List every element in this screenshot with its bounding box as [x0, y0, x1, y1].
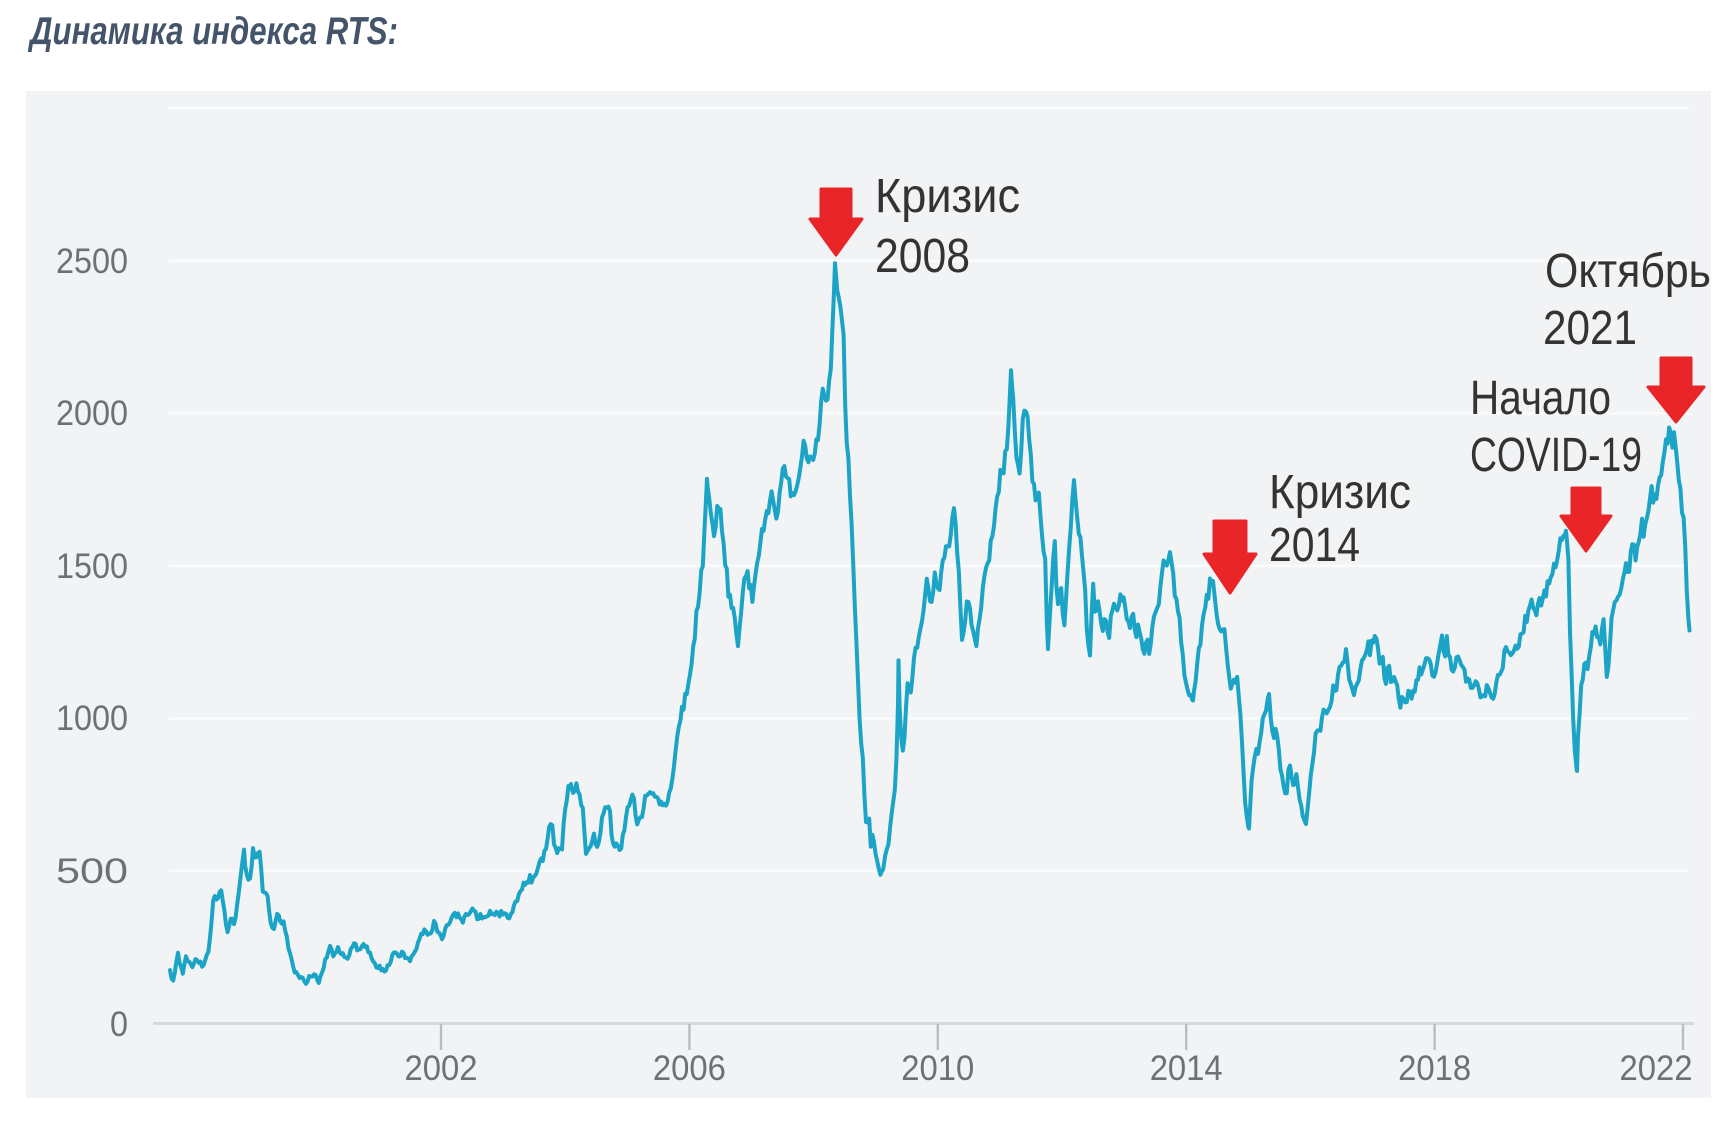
- svg-text:COVID-19: COVID-19: [1470, 429, 1642, 482]
- svg-text:2014: 2014: [1269, 519, 1360, 572]
- svg-text:Начало: Начало: [1470, 372, 1611, 425]
- svg-text:1500: 1500: [56, 547, 128, 586]
- svg-text:1000: 1000: [56, 699, 128, 738]
- svg-text:2000: 2000: [56, 394, 128, 433]
- svg-text:2008: 2008: [875, 230, 970, 283]
- svg-text:0: 0: [110, 1005, 128, 1044]
- svg-text:Динамика индекса RTS:: Динамика индекса RTS:: [28, 10, 398, 53]
- svg-text:2010: 2010: [901, 1049, 974, 1088]
- svg-text:2002: 2002: [405, 1049, 478, 1088]
- svg-text:Октябрь: Октябрь: [1545, 245, 1711, 298]
- svg-text:2021: 2021: [1543, 302, 1637, 355]
- svg-text:500: 500: [56, 852, 128, 891]
- svg-text:2014: 2014: [1150, 1049, 1223, 1088]
- svg-text:Кризис: Кризис: [875, 170, 1020, 223]
- svg-text:2006: 2006: [653, 1049, 726, 1088]
- svg-text:2500: 2500: [56, 242, 128, 281]
- svg-text:Кризис: Кризис: [1269, 466, 1411, 519]
- svg-text:2022: 2022: [1620, 1049, 1693, 1088]
- svg-text:2018: 2018: [1398, 1049, 1471, 1088]
